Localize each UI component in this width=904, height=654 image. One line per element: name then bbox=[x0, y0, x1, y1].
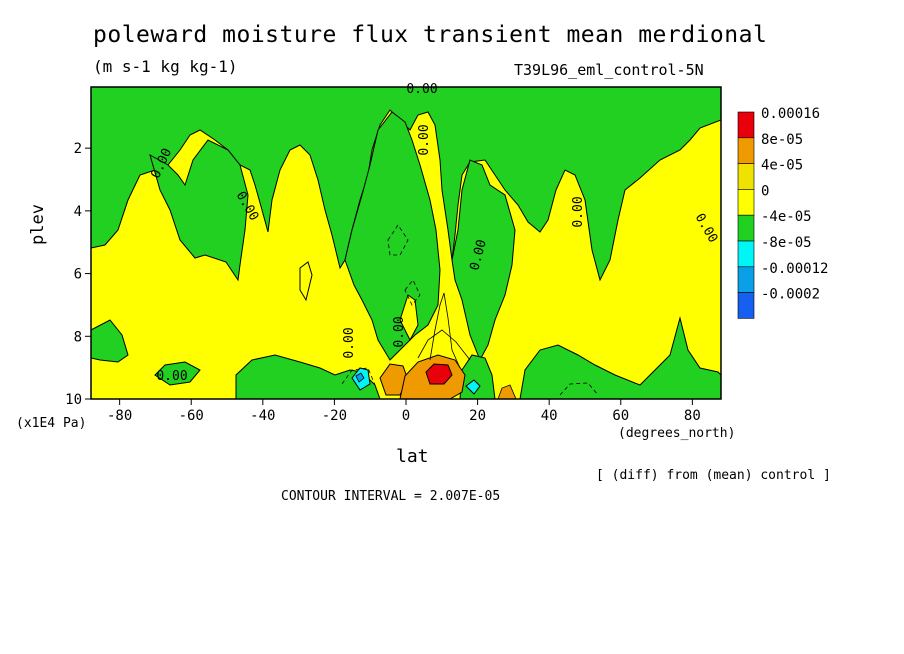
legend-swatch bbox=[737, 266, 755, 293]
zero-contour-label: 0.00 bbox=[406, 82, 437, 97]
diff-note: [ (diff) from (mean) control ] bbox=[596, 468, 831, 483]
x-tick-label: -60 bbox=[179, 408, 204, 424]
legend-label: -0.0002 bbox=[761, 287, 820, 303]
x-axis-label: lat bbox=[396, 446, 429, 467]
x-tick-label: -20 bbox=[322, 408, 347, 424]
legend-label: 8e-05 bbox=[761, 132, 803, 148]
zero-contour-label: 0.00 bbox=[342, 327, 357, 358]
legend-label: 4e-05 bbox=[761, 158, 803, 174]
negative-region-center-column bbox=[344, 111, 441, 361]
x-axis-unit: (degrees_north) bbox=[618, 426, 736, 441]
chart-title: poleward moisture flux transient mean me… bbox=[93, 22, 768, 48]
negative-region-bottom-left-2 bbox=[154, 361, 201, 386]
chart-units: (m s-1 kg kg-1) bbox=[93, 57, 238, 76]
moderate-negative-anomaly-2 bbox=[465, 379, 481, 395]
legend-swatch bbox=[737, 292, 755, 319]
y-tick-label: 6 bbox=[74, 267, 82, 283]
negative-contour-dashed bbox=[341, 367, 376, 386]
legend-swatch bbox=[737, 189, 755, 216]
x-tick-label: 40 bbox=[541, 408, 558, 424]
negative-contour-dashed bbox=[404, 279, 421, 306]
legend-label: 0 bbox=[761, 183, 769, 199]
y-tick-label: 4 bbox=[74, 204, 82, 220]
contour-interval: CONTOUR INTERVAL = 2.007E-05 bbox=[281, 489, 501, 504]
legend-label: -4e-05 bbox=[761, 209, 812, 225]
zero-contour-label: 0.00 bbox=[417, 124, 432, 155]
positive-contour-line bbox=[417, 329, 471, 361]
y-axis-unit: (x1E4 Pa) bbox=[16, 416, 87, 431]
legend-swatch bbox=[737, 137, 755, 164]
positive-pocket-2 bbox=[399, 294, 419, 342]
strong-positive-anomaly bbox=[425, 363, 453, 385]
x-tick-label: 0 bbox=[402, 408, 410, 424]
legend-label: 0.00016 bbox=[761, 106, 820, 122]
legend-label: -8e-05 bbox=[761, 235, 812, 251]
zero-contour-label: 0.00 bbox=[392, 316, 407, 347]
legend-swatch bbox=[737, 111, 755, 139]
negative-contour-dashed bbox=[387, 224, 409, 256]
x-tick-label: -80 bbox=[107, 408, 132, 424]
legend-swatch bbox=[737, 163, 755, 190]
positive-contour-line bbox=[429, 292, 461, 369]
negative-region-top-band bbox=[91, 87, 721, 282]
positive-pocket-1 bbox=[299, 261, 313, 302]
strong-negative-anomaly bbox=[355, 372, 365, 383]
negative-region-right-center bbox=[451, 159, 516, 362]
y-tick-label: 8 bbox=[74, 329, 82, 345]
zero-contour-label: 0.00 bbox=[156, 369, 187, 384]
x-tick-label: 80 bbox=[684, 408, 701, 424]
negative-region-left-column bbox=[149, 139, 249, 282]
y-tick-label: 10 bbox=[65, 392, 82, 408]
x-tick-label: 20 bbox=[469, 408, 486, 424]
y-tick-label: 2 bbox=[74, 141, 82, 157]
zero-contour-label: 0.00 bbox=[571, 196, 586, 227]
legend-label: -0.00012 bbox=[761, 261, 828, 277]
legend-swatch bbox=[737, 240, 755, 268]
negative-contour-dashed bbox=[559, 382, 599, 396]
negative-region-bottom-right bbox=[519, 316, 721, 399]
legend-swatch bbox=[737, 214, 755, 242]
run-label: T39L96_eml_control-5N bbox=[514, 61, 704, 79]
x-tick-label: -40 bbox=[250, 408, 275, 424]
y-axis-label: plev bbox=[28, 204, 48, 245]
negative-region-bottom-left bbox=[91, 319, 129, 363]
negative-region-bottom-mid bbox=[235, 354, 381, 399]
x-tick-label: 60 bbox=[612, 408, 629, 424]
moderate-positive-anomaly-3 bbox=[497, 384, 517, 399]
